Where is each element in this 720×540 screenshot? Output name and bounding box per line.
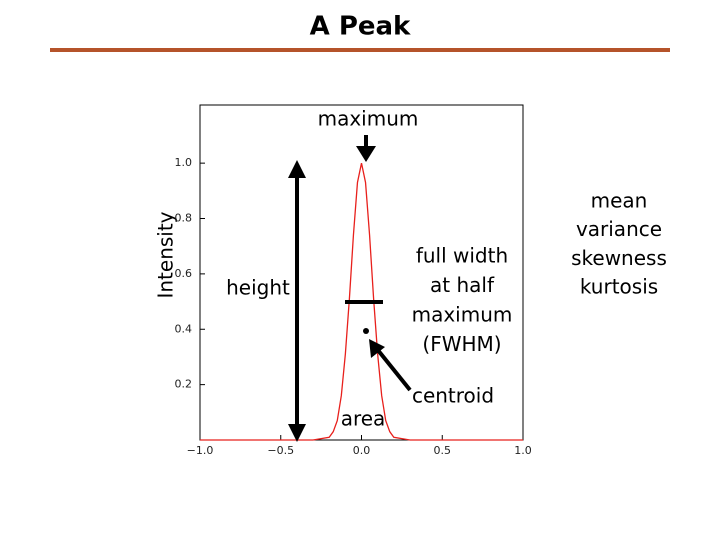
annotation: maximum [318,107,419,131]
annotation: centroid [412,384,494,408]
y-tick-label: 0.8 [175,212,193,225]
side-list-item: variance [576,217,662,241]
annotation: height [226,276,290,300]
fwhm-annotation: full width at half maximum (FWHM) [412,244,513,357]
x-tick-label: 0.5 [434,444,452,457]
arrow-head [356,146,376,162]
annotation-line: (FWHM) [422,332,501,356]
plot: 0.2 0.4 0.6 0.8 1.0 −1.0 −0.5 0.0 0.5 1.0 [175,156,532,457]
y-tick-label: 0.4 [175,322,193,335]
side-list-item: skewness [571,246,667,270]
annotation-shapes [288,135,412,442]
side-list: mean variance skewness kurtosis [571,189,667,299]
y-tick-label: 1.0 [175,156,193,169]
x-tick-label: 1.0 [514,444,532,457]
arrow-head [369,339,385,358]
centroid-arrow [375,347,412,392]
annotation-line: full width [416,244,508,268]
y-tick-label: 0.2 [175,378,193,391]
x-tick-label: −1.0 [187,444,214,457]
x-tick-label: 0.0 [353,444,371,457]
x-tick-label: −0.5 [267,444,294,457]
centroid-dot [363,328,369,334]
annotation-line: maximum [412,303,513,327]
y-tick-label: 0.6 [175,267,193,280]
slide-title: A Peak [310,12,411,42]
arrow-head [288,424,306,442]
annotation: area [341,407,386,431]
annotation-line: at half [430,273,495,297]
y-axis-label: Intensity [154,211,178,298]
side-list-item: mean [591,189,648,213]
arrow-head [288,160,306,178]
side-list-item: kurtosis [580,275,658,299]
peak-line [200,163,523,441]
